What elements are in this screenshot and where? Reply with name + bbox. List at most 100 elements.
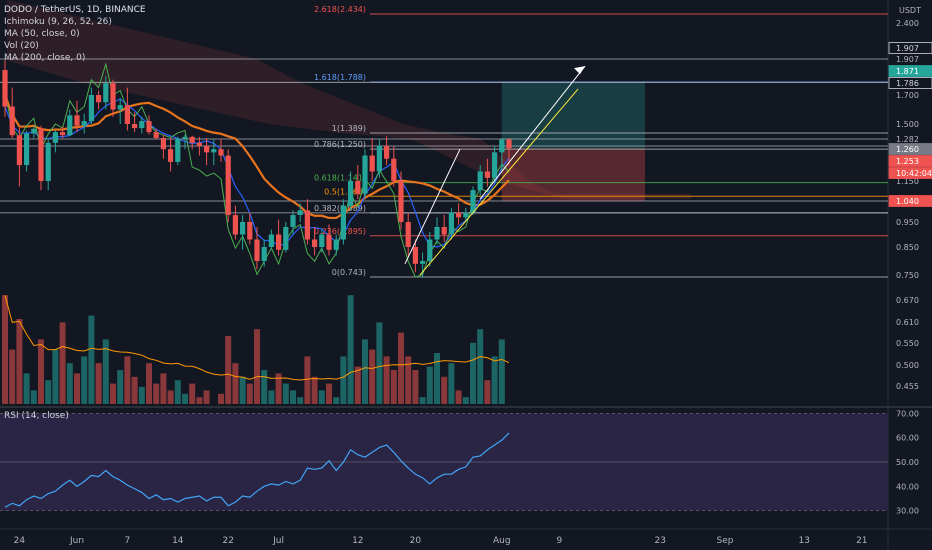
candle[interactable] (153, 132, 159, 138)
volume-bar (354, 366, 361, 404)
legend-indicator-ichimoku[interactable]: Ichimoku (9, 26, 52, 26) (4, 17, 112, 27)
volume-bar (153, 383, 160, 404)
candle[interactable] (340, 205, 346, 240)
candle[interactable] (103, 83, 109, 103)
candle[interactable] (96, 95, 102, 103)
candle[interactable] (31, 128, 37, 134)
candle[interactable] (448, 212, 454, 235)
candle[interactable] (434, 227, 440, 240)
candle[interactable] (124, 105, 130, 124)
volume-bar (455, 390, 462, 404)
candle[interactable] (470, 190, 476, 213)
candle[interactable] (326, 234, 332, 250)
price-tick-label: 2.400 (896, 19, 919, 28)
volume-bar (426, 366, 433, 404)
candle[interactable] (168, 149, 174, 162)
time-tick-label: 20 (410, 536, 422, 546)
volume-bar (311, 376, 318, 404)
candle[interactable] (182, 136, 188, 139)
candle[interactable] (348, 181, 354, 206)
rsi-legend[interactable]: RSI (14, close) (4, 411, 69, 421)
candle[interactable] (74, 115, 80, 126)
candle[interactable] (132, 124, 138, 129)
candle[interactable] (160, 137, 166, 150)
candle[interactable] (16, 135, 22, 166)
candle[interactable] (484, 171, 490, 178)
channel-arrow-2 (479, 65, 586, 200)
candle[interactable] (24, 133, 30, 166)
candle[interactable] (261, 247, 267, 261)
long-stop-zone (501, 148, 645, 201)
candle[interactable] (175, 138, 181, 162)
candle[interactable] (146, 121, 152, 133)
candle[interactable] (405, 222, 411, 247)
volume-bar (412, 370, 419, 404)
candle[interactable] (420, 261, 426, 264)
legend-indicator-ma200[interactable]: MA (200, close, 0) (4, 53, 86, 63)
candle[interactable] (225, 155, 231, 215)
candle[interactable] (376, 146, 382, 172)
candle[interactable] (117, 105, 123, 110)
candle[interactable] (38, 128, 44, 181)
candle[interactable] (218, 149, 224, 156)
candle[interactable] (45, 142, 51, 181)
legend-indicator-vol[interactable]: Vol (20) (4, 41, 39, 51)
candle[interactable] (506, 139, 512, 149)
candle[interactable] (110, 83, 116, 110)
candle[interactable] (254, 239, 260, 262)
candle[interactable] (362, 155, 368, 194)
candle[interactable] (60, 132, 66, 136)
candle[interactable] (304, 210, 310, 240)
candle[interactable] (391, 158, 397, 181)
volume-bar (441, 376, 448, 404)
candle[interactable] (81, 121, 87, 126)
fib-level-label: 0.382(0.989) (314, 204, 366, 213)
candle[interactable] (427, 239, 433, 262)
candle[interactable] (211, 149, 217, 153)
candle[interactable] (139, 121, 145, 129)
candle[interactable] (290, 215, 296, 227)
volume-bar (16, 319, 23, 404)
candle[interactable] (355, 181, 361, 194)
volume-bar (196, 397, 203, 404)
volume-bar (326, 383, 332, 404)
candle[interactable] (2, 70, 8, 107)
legend-indicator-ma50[interactable]: MA (50, close, 0) (4, 29, 80, 39)
candle[interactable] (412, 247, 418, 264)
candle[interactable] (398, 181, 404, 222)
price-tick-label: 0.670 (896, 296, 919, 305)
candle[interactable] (276, 234, 282, 250)
candle[interactable] (441, 227, 447, 235)
candle[interactable] (283, 227, 289, 250)
price-label-box (888, 77, 932, 89)
candle[interactable] (319, 234, 325, 248)
candle[interactable] (456, 212, 462, 218)
candle[interactable] (9, 106, 15, 136)
candle[interactable] (384, 146, 390, 159)
volume-bar (225, 336, 232, 404)
candle[interactable] (240, 222, 246, 235)
candle[interactable] (52, 132, 58, 143)
volume-bar (477, 329, 484, 404)
candle[interactable] (499, 139, 505, 153)
candle[interactable] (67, 115, 73, 136)
volume-bar (254, 329, 260, 404)
candle[interactable] (333, 239, 339, 250)
volume-bar (59, 322, 66, 404)
candle[interactable] (88, 95, 94, 122)
fib-level-label: 1(1.389) (332, 124, 366, 133)
candle[interactable] (463, 212, 469, 218)
candles-group[interactable] (2, 60, 512, 278)
candle[interactable] (312, 239, 318, 248)
candle[interactable] (196, 142, 202, 146)
candle[interactable] (492, 152, 498, 178)
candle[interactable] (204, 146, 210, 153)
candle[interactable] (297, 210, 303, 215)
candle[interactable] (247, 222, 253, 240)
candle[interactable] (268, 234, 274, 248)
candle[interactable] (477, 171, 483, 191)
candle[interactable] (369, 155, 375, 172)
candle[interactable] (189, 136, 195, 143)
candle[interactable] (232, 215, 238, 235)
